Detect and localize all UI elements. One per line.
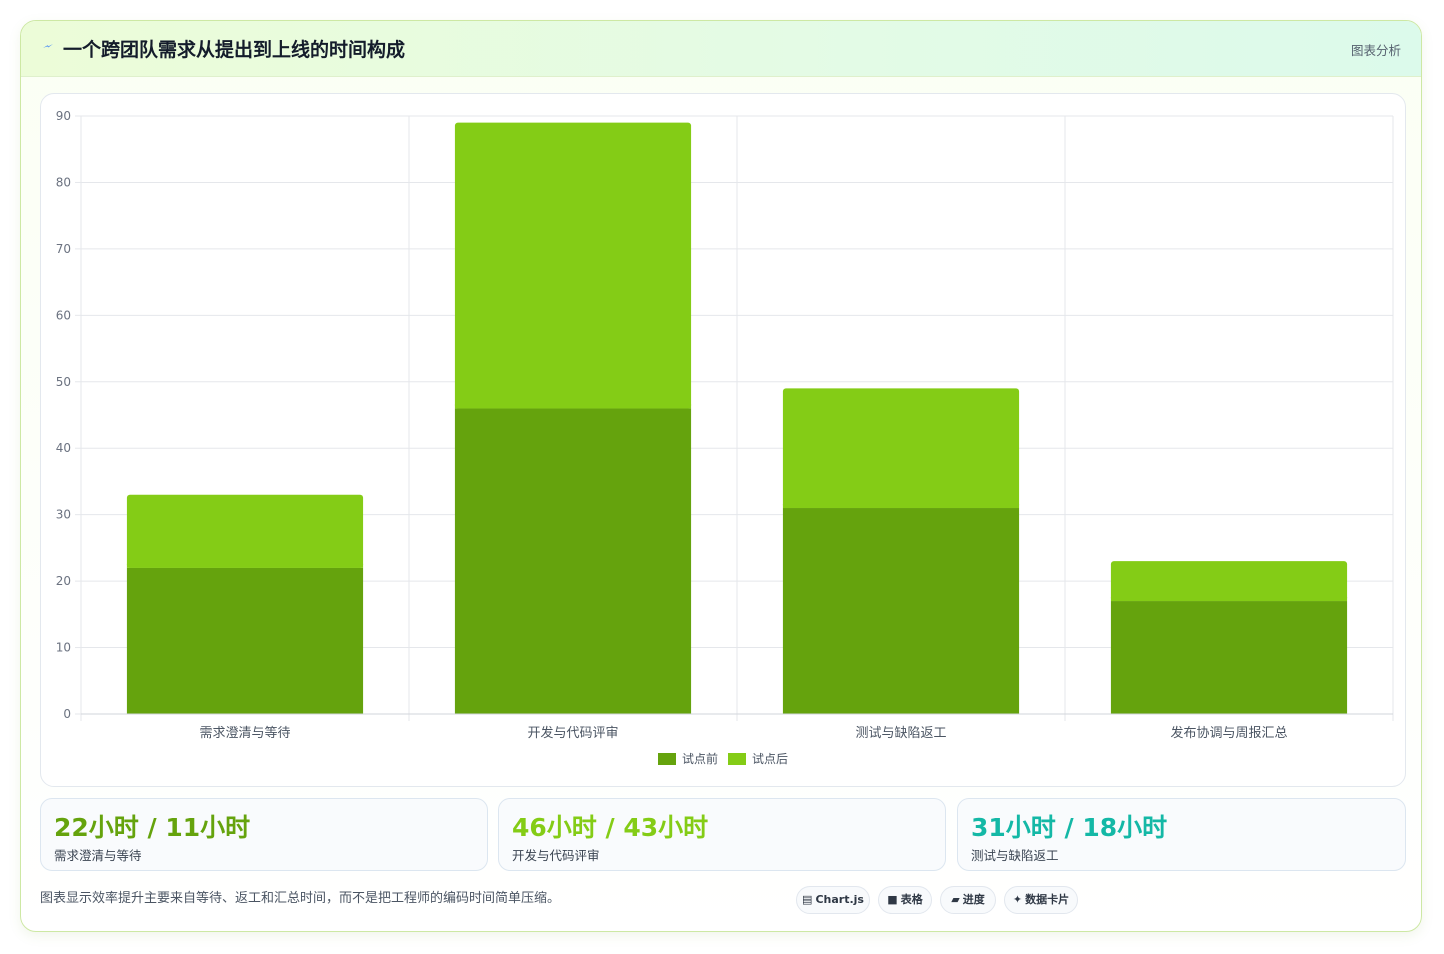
y-tick-label: 20 [56, 574, 71, 588]
bar-segment-before [454, 408, 692, 714]
legend-label: 试点前 [682, 751, 718, 766]
y-tick-label: 60 [56, 308, 71, 322]
progress-icon: ▰ [951, 893, 960, 906]
y-tick-label: 90 [56, 109, 71, 123]
bar-segment-after [782, 388, 1020, 509]
stat-value: 31小时 / 18小时 [971, 813, 1168, 842]
chart-icon: ▤ [802, 893, 813, 906]
stat-card: 22小时 / 11小时 需求澄清与等待 [40, 798, 488, 871]
card-header: 一个跨团队需求从提出到上线的时间构成 图表分析 [21, 21, 1421, 77]
chart-footnote: 图表显示效率提升主要来自等待、返工和汇总时间，而不是把工程师的编码时间简单压缩。 [40, 891, 561, 906]
bar-segment-before [1110, 601, 1348, 714]
page-title: 一个跨团队需求从提出到上线的时间构成 [63, 39, 406, 61]
sparkle-icon: ✦ [1012, 893, 1023, 906]
lightning-icon [43, 44, 53, 48]
data-card-pill[interactable]: ✦ 数据卡片 [1004, 886, 1078, 914]
legend-swatch [658, 753, 676, 765]
header-tag: 图表分析 [1350, 43, 1401, 58]
x-tick-label: 开发与代码评审 [527, 725, 618, 741]
stat-value: 46小时 / 43小时 [512, 813, 709, 842]
legend-label: 试点后 [752, 751, 788, 766]
bar-segment-after-base [454, 404, 692, 409]
pill-label: 表格 [900, 893, 923, 906]
y-tick-label: 80 [56, 175, 71, 189]
stat-card: 46小时 / 43小时 开发与代码评审 [498, 798, 946, 871]
y-tick-label: 10 [56, 641, 71, 655]
legend-swatch [728, 753, 746, 765]
stat-label: 开发与代码评审 [512, 848, 600, 863]
bar-segment-before [782, 508, 1020, 714]
chart-card: 一个跨团队需求从提出到上线的时间构成 图表分析 0 10 20 30 40 50 60 70 8… [20, 20, 1422, 932]
bar-segment-after-base [1110, 597, 1348, 602]
y-tick-label: 50 [56, 375, 71, 389]
stat-label: 测试与缺陷返工 [971, 848, 1059, 863]
stacked-bar-chart: 0 10 20 30 40 50 60 70 80 90 需求澄清与等待 开发与代码评审 测试与缺陷返工… [56, 109, 1394, 766]
bar-segment-after [126, 494, 364, 568]
pill-label: Chart.js [815, 893, 864, 906]
bar-segment-before [126, 567, 364, 714]
x-tick-label: 需求澄清与等待 [199, 725, 290, 741]
stat-label: 需求澄清与等待 [54, 848, 142, 863]
y-tick-label: 40 [56, 441, 71, 455]
stat-value: 22小时 / 11小时 [54, 813, 251, 842]
table-pill[interactable]: ■ 表格 [878, 886, 932, 914]
chart-panel: 0 10 20 30 40 50 60 70 80 90 需求澄清与等待 开发与代码评审 测试与缺陷返工… [40, 93, 1406, 787]
table-icon: ■ [887, 893, 898, 906]
pill-label: 数据卡片 [1025, 893, 1070, 906]
bar-segment-after-base [782, 504, 1020, 509]
y-tick-label: 0 [63, 707, 71, 721]
stat-card: 31小时 / 18小时 测试与缺陷返工 [957, 798, 1406, 871]
bar-segment-after-base [126, 563, 364, 568]
bar-segment-after [454, 122, 692, 409]
chartjs-pill[interactable]: ▤ Chart.js [796, 886, 870, 914]
y-tick-label: 70 [56, 242, 71, 256]
progress-pill[interactable]: ▰ 进度 [940, 886, 996, 914]
y-tick-label: 30 [56, 508, 71, 522]
pill-label: 进度 [962, 893, 985, 906]
bar-segment-after [1110, 561, 1348, 602]
x-tick-label: 发布协调与周报汇总 [1170, 725, 1287, 741]
x-tick-label: 测试与缺陷返工 [855, 726, 946, 741]
